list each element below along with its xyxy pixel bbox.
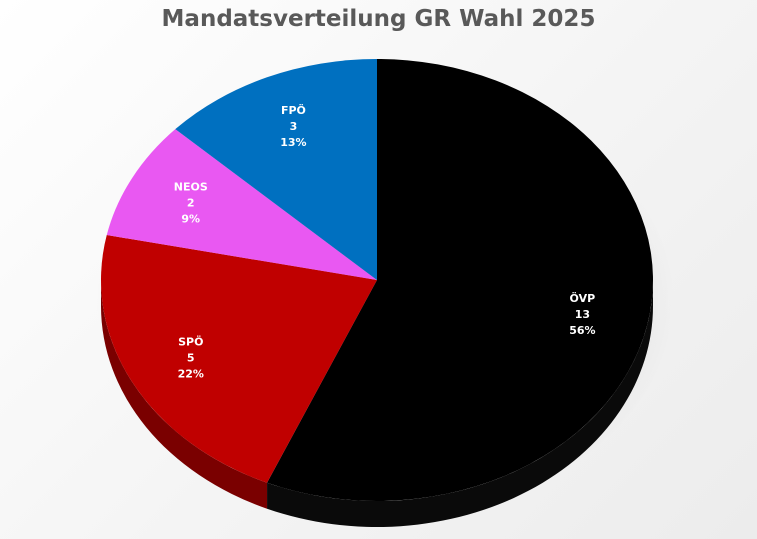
- data-label-percent-spoe: 22%: [178, 367, 204, 380]
- pie-depth-oevp: [267, 280, 653, 527]
- data-label-value-fpoe: 3: [290, 120, 298, 133]
- chart-title: Mandatsverteilung GR Wahl 2025: [161, 6, 596, 32]
- data-label-name-neos: NEOS: [174, 181, 208, 194]
- pie-depth: [101, 280, 653, 527]
- pie-slices: [100, 58, 653, 501]
- data-label-percent-fpoe: 13%: [280, 136, 306, 149]
- data-label-value-spoe: 5: [187, 351, 195, 364]
- pie-slice-neos: [106, 129, 377, 280]
- pie-slice-spoe: [100, 235, 377, 483]
- data-label-value-oevp: 13: [575, 308, 590, 321]
- data-label-percent-neos: 9%: [181, 213, 200, 226]
- data-label-name-spoe: SPÖ: [178, 334, 203, 348]
- data-label-percent-oevp: 56%: [569, 324, 595, 337]
- data-label-name-oevp: ÖVP: [570, 291, 596, 305]
- pie-depth-spoe: [101, 280, 268, 509]
- data-label-name-fpoe: FPÖ: [281, 103, 306, 117]
- pie-labels: ÖVP 13 56% SPÖ 5 22% NEOS 2 9% FPÖ 3 13%: [174, 103, 596, 380]
- pie-slice-fpoe: [175, 58, 377, 280]
- data-label-value-neos: 2: [187, 197, 195, 210]
- pie-slice-oevp: [267, 59, 653, 501]
